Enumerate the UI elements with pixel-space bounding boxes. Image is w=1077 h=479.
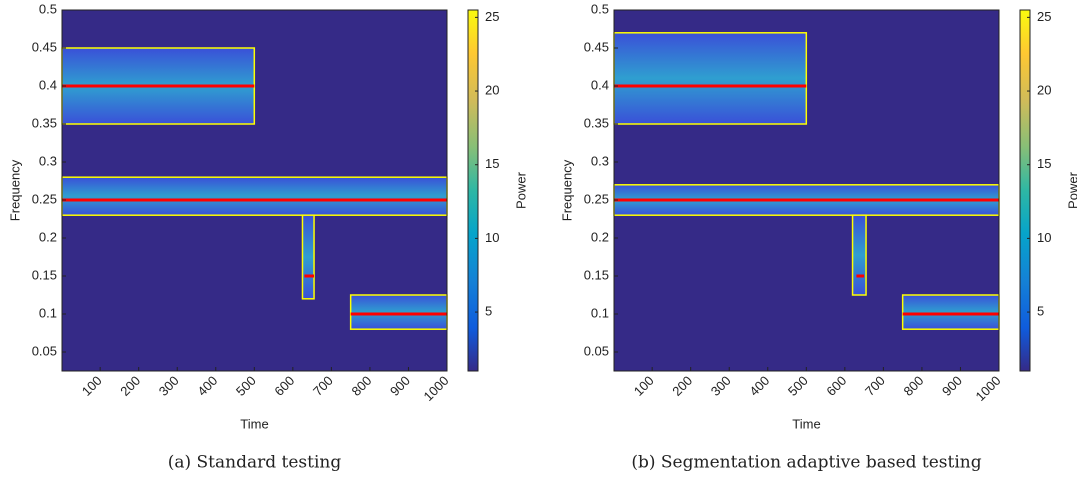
y-axis-label: Frequency (559, 159, 574, 221)
colorbar-tick-label: 10 (1037, 230, 1051, 245)
colorbar-tick-label: 15 (1037, 156, 1051, 171)
y-axis-label: Frequency (7, 159, 22, 221)
x-tick-label: 700 (310, 373, 336, 399)
y-tick-label: 0.35 (32, 115, 57, 130)
x-tick-label: 600 (823, 373, 849, 399)
colorbar-tick-label: 20 (485, 82, 499, 97)
caption: (b) Segmentation adaptive based testing (631, 453, 981, 473)
x-axis-label: Time (240, 416, 268, 431)
x-tick-label: 900 (387, 373, 413, 399)
y-tick-label: 0.15 (584, 267, 609, 282)
colorbar-tick-label: 25 (485, 9, 499, 24)
colorbar-tick-label: 25 (1037, 9, 1051, 24)
x-tick-label: 100 (631, 373, 657, 399)
y-tick-label: 0.45 (32, 39, 57, 54)
x-tick-label: 400 (194, 373, 220, 399)
y-tick-label: 0.2 (39, 229, 57, 244)
x-tick-label: 1000 (972, 373, 1003, 404)
colorbar-label: Power (513, 171, 528, 209)
x-tick-label: 100 (79, 373, 105, 399)
y-tick-label: 0.1 (591, 305, 609, 320)
x-tick-label: 300 (708, 373, 734, 399)
y-tick-label: 0.35 (584, 115, 609, 130)
y-tick-label: 0.05 (584, 343, 609, 358)
power-region (613, 32, 808, 125)
power-region (61, 176, 448, 216)
x-tick-label: 200 (669, 373, 695, 399)
x-tick-label: 700 (862, 373, 888, 399)
y-tick-label: 0.4 (591, 77, 609, 92)
x-tick-label: 200 (117, 373, 143, 399)
x-tick-label: 500 (785, 373, 811, 399)
colorbar-label: Power (1065, 171, 1077, 209)
colorbar (1019, 9, 1031, 372)
x-tick-label: 900 (939, 373, 965, 399)
colorbar-tick-label: 5 (485, 303, 492, 318)
power-region (349, 294, 448, 330)
x-axis-label: Time (792, 416, 820, 431)
power-region (851, 214, 867, 296)
x-tick-label: 500 (233, 373, 259, 399)
power-region (301, 214, 315, 300)
x-tick-label: 1000 (420, 373, 451, 404)
x-tick-label: 800 (349, 373, 375, 399)
colorbar-tick-label: 20 (1037, 82, 1051, 97)
y-tick-label: 0.5 (591, 1, 609, 16)
x-tick-label: 800 (901, 373, 927, 399)
power-region (901, 294, 1000, 330)
colorbar-tick-label: 15 (485, 156, 499, 171)
colorbar-tick-label: 10 (485, 230, 499, 245)
y-tick-label: 0.2 (591, 229, 609, 244)
y-tick-label: 0.3 (591, 153, 609, 168)
y-tick-label: 0.5 (39, 1, 57, 16)
y-tick-label: 0.45 (584, 39, 609, 54)
y-tick-label: 0.1 (39, 305, 57, 320)
y-tick-label: 0.05 (32, 343, 57, 358)
y-tick-label: 0.15 (32, 267, 57, 282)
x-tick-label: 300 (156, 373, 182, 399)
x-tick-label: 600 (271, 373, 297, 399)
y-tick-label: 0.3 (39, 153, 57, 168)
x-tick-label: 400 (746, 373, 772, 399)
colorbar (467, 9, 479, 372)
colorbar-tick-label: 5 (1037, 303, 1044, 318)
caption: (a) Standard testing (168, 453, 342, 473)
y-tick-label: 0.25 (584, 191, 609, 206)
y-tick-label: 0.4 (39, 77, 57, 92)
y-tick-label: 0.25 (32, 191, 57, 206)
